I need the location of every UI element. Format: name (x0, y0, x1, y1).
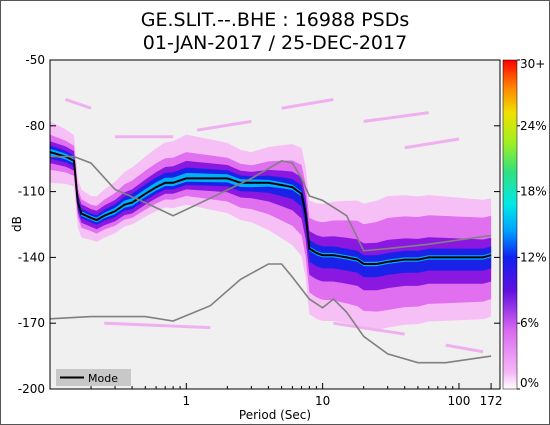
y-axis-label: dB (10, 216, 24, 232)
colorbar (502, 59, 518, 390)
density-speckle (65, 98, 92, 110)
x-axis-label: Period (Sec) (239, 408, 311, 422)
low-noise-model-line (50, 263, 492, 364)
high-noise-model-line (50, 155, 492, 252)
density-speckle (363, 111, 429, 123)
y-tick-label: -200 (18, 382, 45, 396)
density-speckle (445, 343, 484, 354)
colorbar-tick-label: 0% (520, 376, 539, 390)
x-tick-label: 172 (480, 394, 503, 408)
x-tick-label: 10 (315, 394, 330, 408)
psd-lines (50, 151, 492, 364)
colorbar-tick-label: 18% (520, 185, 547, 199)
y-tick-label: -170 (18, 316, 45, 330)
legend-box (56, 369, 131, 386)
density-speckle (404, 137, 460, 150)
legend: Mode (56, 369, 131, 386)
legend-mode-label: Mode (88, 372, 118, 385)
density-speckle (333, 321, 405, 336)
chart-title: GE.SLIT.--.BHE : 16988 PSDs (141, 9, 410, 31)
colorbar-tick-label: 6% (520, 316, 539, 330)
y-tick-label: -140 (18, 250, 45, 264)
x-axis: 1 10 100 172 (90, 383, 503, 408)
colorbar-tick-label: 30+ (520, 57, 545, 71)
colorbar-tick-label: 12% (520, 250, 547, 264)
plot-border (49, 59, 501, 390)
density-speckle (104, 321, 211, 330)
y-tick-label: -110 (18, 185, 45, 199)
y-axis: -50 -80 -110 -140 -170 -200 (18, 53, 500, 396)
y-tick-label: -50 (25, 53, 45, 67)
colorbar-tick-label: 24% (520, 119, 547, 133)
density-speckle (281, 98, 334, 110)
density-speckle (196, 119, 252, 132)
y-tick-label: -80 (25, 119, 45, 133)
density-band (50, 145, 492, 278)
psd-density-cloud (50, 98, 492, 354)
x-tick-label: 1 (183, 394, 191, 408)
x-tick-label: 100 (448, 394, 471, 408)
mode-line (50, 151, 492, 265)
colorbar-ticks: 0% 6% 12% 18% 24% 30+ (517, 57, 547, 390)
chart-subtitle: 01-JAN-2017 / 25-DEC-2017 (143, 32, 407, 54)
